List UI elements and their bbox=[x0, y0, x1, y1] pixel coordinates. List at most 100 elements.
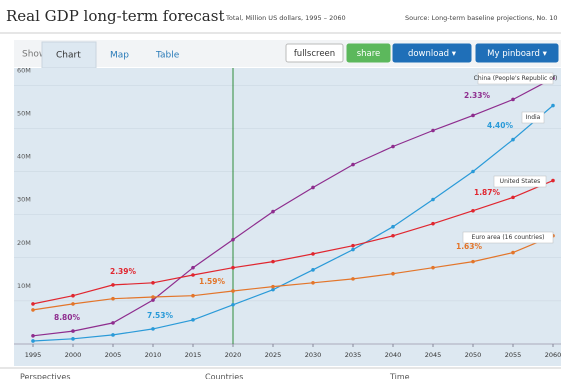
data-point bbox=[431, 221, 435, 226]
y-tick-label: 30M bbox=[17, 196, 31, 204]
show-label: Show: bbox=[22, 50, 49, 60]
x-tick-label: 2015 bbox=[185, 351, 202, 359]
footer-tab[interactable]: Time bbox=[389, 373, 410, 382]
data-point bbox=[111, 333, 115, 337]
tabs: Chart Map Table bbox=[41, 41, 180, 69]
data-point bbox=[31, 334, 35, 338]
series-label: Euro area (16 countries) bbox=[472, 234, 545, 241]
data-point bbox=[191, 293, 195, 298]
annotation: 1.87% bbox=[474, 188, 501, 197]
data-point bbox=[351, 162, 355, 167]
button-label[interactable]: share bbox=[357, 49, 381, 59]
data-point bbox=[271, 209, 275, 214]
series-line bbox=[32, 105, 554, 342]
footer: Perspectives Countries Time bbox=[20, 373, 410, 382]
data-point bbox=[151, 295, 155, 299]
series-line bbox=[32, 77, 554, 337]
data-point bbox=[71, 293, 75, 298]
tab[interactable]: Table bbox=[155, 51, 180, 61]
data-point bbox=[231, 265, 235, 270]
series-label: China (People's Republic of) bbox=[474, 75, 558, 82]
x-tick-label: 2060 bbox=[545, 351, 561, 359]
y-tick-label: 50M bbox=[17, 109, 31, 117]
tab[interactable]: Map bbox=[110, 51, 129, 61]
data-point bbox=[71, 329, 75, 333]
data-point bbox=[231, 237, 235, 242]
data-point bbox=[151, 298, 155, 302]
data-point bbox=[471, 169, 475, 174]
data-point bbox=[391, 233, 395, 238]
y-tick-label: 40M bbox=[17, 153, 31, 161]
y-tick-label: 10M bbox=[17, 282, 31, 290]
x-tick-label: 2005 bbox=[105, 351, 122, 359]
data-point bbox=[191, 265, 195, 270]
data-point bbox=[31, 308, 35, 312]
annotation: 1.63% bbox=[456, 242, 483, 251]
button[interactable] bbox=[285, 43, 344, 63]
y-tick-label: 60M bbox=[17, 66, 31, 74]
footer-tab[interactable]: Perspectives bbox=[20, 373, 71, 382]
footer-tab[interactable]: Countries bbox=[205, 373, 243, 382]
button[interactable] bbox=[346, 43, 391, 63]
button-label[interactable]: My pinboard ▾ bbox=[487, 49, 547, 59]
data-point bbox=[351, 277, 355, 281]
data-point bbox=[111, 321, 115, 325]
button-label[interactable]: download ▾ bbox=[408, 49, 457, 59]
data-point bbox=[271, 287, 275, 292]
data-point bbox=[111, 296, 115, 301]
x-tick-label: 2045 bbox=[425, 351, 442, 359]
x-tick-label: 2000 bbox=[65, 351, 82, 359]
data-point bbox=[191, 318, 195, 322]
series-label: India bbox=[526, 114, 541, 121]
subtitle: Total, Million US dollars, 1995 – 2060 bbox=[225, 14, 346, 22]
data-point bbox=[391, 271, 395, 276]
data-point bbox=[511, 250, 515, 255]
title: Real GDP long-term forecast bbox=[6, 7, 224, 25]
annotation: 2.39% bbox=[110, 267, 137, 276]
annotation: 8.80% bbox=[54, 313, 81, 322]
series-line bbox=[32, 235, 554, 311]
button[interactable] bbox=[475, 43, 559, 63]
source: Source: Long-term baseline projections, … bbox=[405, 14, 558, 22]
data-point bbox=[551, 103, 555, 108]
series-label-box bbox=[493, 175, 547, 188]
data-point bbox=[351, 243, 355, 248]
tab[interactable]: Chart bbox=[56, 51, 81, 61]
data-point bbox=[231, 289, 235, 293]
button[interactable] bbox=[392, 43, 472, 63]
x-tick-label: 2050 bbox=[465, 351, 482, 359]
data-point bbox=[471, 208, 475, 213]
data-point bbox=[151, 280, 155, 285]
annotation: 2.33% bbox=[464, 91, 491, 100]
series-label-box bbox=[521, 111, 545, 124]
data-point bbox=[431, 265, 435, 270]
data-point bbox=[391, 144, 395, 149]
buttons: fullscreen share download ▾ My pinboard ▾ bbox=[285, 43, 559, 63]
data-point bbox=[351, 247, 355, 252]
x-tick-label: 2025 bbox=[265, 351, 282, 359]
button-label[interactable]: fullscreen bbox=[294, 49, 335, 59]
data-point bbox=[511, 97, 515, 102]
annotation: 7.53% bbox=[147, 311, 174, 320]
chart-area bbox=[14, 68, 561, 366]
data-point bbox=[31, 339, 35, 343]
y-tick-label: 20M bbox=[17, 239, 31, 247]
x-tick-label: 1995 bbox=[25, 351, 42, 359]
x-tick-label: 2055 bbox=[505, 351, 522, 359]
data-point bbox=[471, 259, 475, 264]
data-point bbox=[271, 284, 275, 289]
data-point bbox=[431, 128, 435, 133]
data-point bbox=[551, 178, 555, 183]
data-point bbox=[511, 195, 515, 200]
x-tick-label: 2040 bbox=[385, 351, 402, 359]
series-label-box bbox=[477, 72, 554, 85]
tab-active bbox=[41, 41, 97, 69]
x-tick-label: 2035 bbox=[345, 351, 362, 359]
data-point bbox=[511, 137, 515, 142]
series-label-box bbox=[462, 231, 554, 244]
data-point bbox=[151, 327, 155, 331]
series-label: United States bbox=[500, 178, 541, 185]
plot: 10M 20M 30M 40M 50M 60M 1995 2000 2005 2010 2015 20… bbox=[14, 66, 561, 359]
data-point bbox=[111, 283, 115, 287]
